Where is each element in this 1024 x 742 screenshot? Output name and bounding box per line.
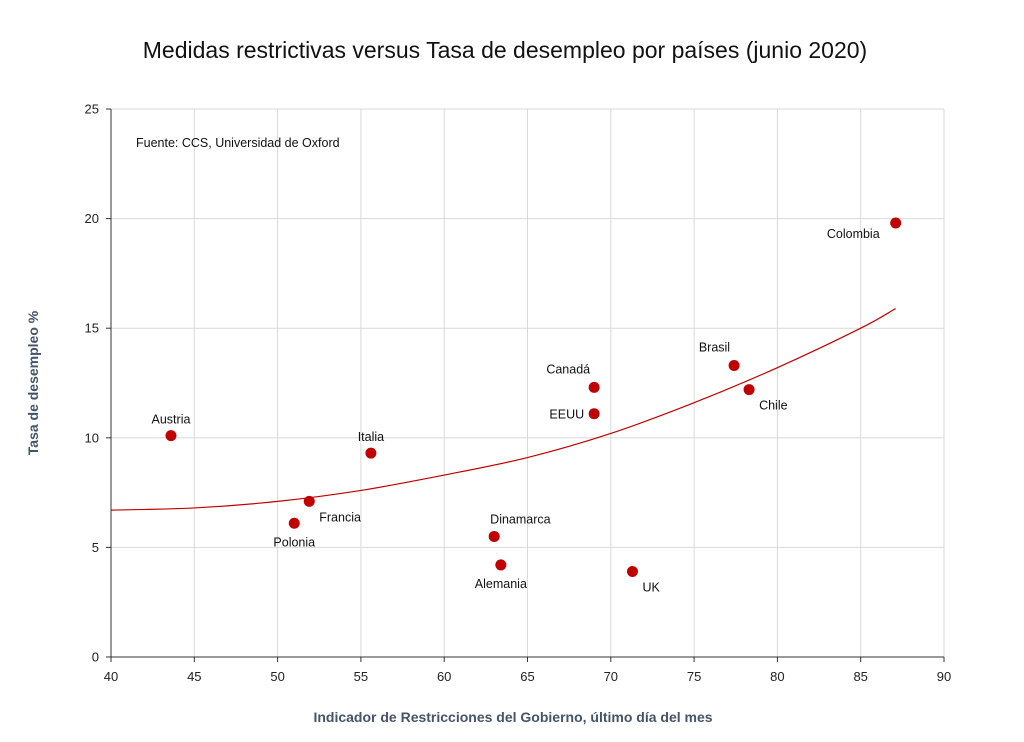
x-tick-label: 40 [104,669,118,684]
source-note: Fuente: CCS, Universidad de Oxford [136,136,340,150]
x-tick-label: 75 [687,669,701,684]
x-tick-label: 70 [604,669,618,684]
x-tick-label: 85 [853,669,867,684]
point-label: Italia [358,430,384,444]
data-point [165,430,177,442]
point-label: UK [642,581,660,595]
x-axis-ticks: 40 45 50 55 60 65 70 75 80 85 90 [104,657,951,684]
data-point [588,381,600,393]
x-tick-label: 60 [437,669,451,684]
data-point [365,447,377,459]
data-point [488,530,500,542]
point-label: Alemania [475,577,527,591]
y-tick-label: 10 [85,430,99,445]
point-label: Polonia [273,535,315,549]
y-tick-label: 0 [92,650,99,665]
x-tick-label: 50 [270,669,284,684]
point-label: Brasil [699,340,730,354]
x-axis-title: Indicador de Restricciones del Gobierno,… [313,709,712,725]
point-label: Canadá [546,362,590,376]
data-point [303,495,315,507]
y-tick-label: 20 [85,211,99,226]
y-axis-ticks: 0 5 10 15 20 25 [85,102,111,665]
y-axis-title: Tasa de desempleo % [25,310,41,455]
data-point [288,517,300,529]
point-label: Austria [152,413,191,427]
data-point [588,408,600,420]
point-label: Dinamarca [490,512,550,526]
data-point [626,566,638,578]
data-points: Austria Polonia Francia Italia Dinamarca Alem… [152,217,902,595]
trend-line [110,307,896,511]
data-point [728,359,740,371]
data-point [743,384,755,396]
x-tick-label: 65 [520,669,534,684]
y-tick-label: 15 [85,321,99,336]
y-tick-label: 5 [92,540,99,555]
y-tick-label: 25 [85,102,99,117]
x-tick-label: 80 [770,669,784,684]
chart-title: Medidas restrictivas versus Tasa de dese… [143,37,867,63]
x-tick-label: 45 [187,669,201,684]
data-point [495,559,507,571]
gridlines [110,108,945,658]
point-label: Chile [759,399,788,413]
data-point [890,217,902,229]
x-tick-label: 55 [354,669,368,684]
point-label: EEUU [549,408,584,422]
point-label: Colombia [827,227,880,241]
x-tick-label: 90 [937,669,951,684]
point-label: Francia [319,510,361,524]
